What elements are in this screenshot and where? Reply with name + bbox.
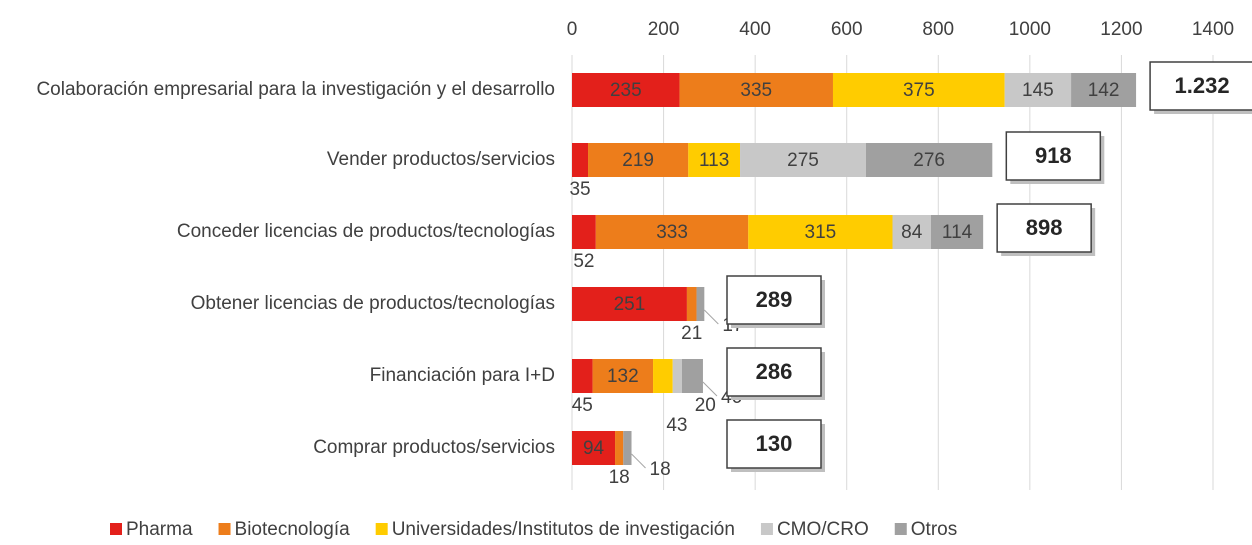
legend-swatch <box>760 523 773 535</box>
data-label: 375 <box>903 80 935 101</box>
data-label: 113 <box>699 150 729 171</box>
leader-line <box>703 309 719 325</box>
total-label: 289 <box>756 287 793 312</box>
x-tick-label: 1400 <box>1192 19 1234 40</box>
data-label: 145 <box>1022 80 1054 101</box>
total-box <box>996 203 1092 253</box>
data-label: 43 <box>666 415 687 436</box>
category-label: Colaboración empresarial para la investi… <box>36 79 555 100</box>
data-label: 20 <box>695 395 716 416</box>
total-box <box>726 275 822 325</box>
category-label: Vender productos/servicios <box>326 149 555 170</box>
bar-segment <box>615 431 624 465</box>
data-label: 275 <box>787 150 819 171</box>
total-label: 918 <box>1035 143 1072 168</box>
data-label: 219 <box>622 150 654 171</box>
data-label: 315 <box>805 222 837 243</box>
data-label: 333 <box>656 222 688 243</box>
data-label: 18 <box>609 467 630 488</box>
legend-label: Pharma <box>126 519 193 540</box>
x-tick-label: 1200 <box>1100 19 1142 40</box>
data-label: 114 <box>942 222 973 243</box>
legend-label: CMO/CRO <box>777 519 869 540</box>
legend-swatch <box>375 523 388 535</box>
bar-segment <box>595 215 749 249</box>
bar-segment <box>653 359 673 393</box>
bar-segment <box>572 431 616 465</box>
bar-segment <box>672 359 682 393</box>
x-tick-label: 1000 <box>1009 19 1051 40</box>
bar-segment <box>865 143 993 177</box>
legend-swatch <box>894 523 907 535</box>
bar-segment <box>740 143 866 177</box>
bar-segment <box>588 143 689 177</box>
bar-segment <box>623 431 632 465</box>
legend-label: Universidades/Institutos de investigació… <box>392 519 735 540</box>
total-box <box>1149 61 1252 111</box>
x-tick-label: 800 <box>922 19 954 40</box>
total-label: 1.232 <box>1175 73 1230 98</box>
data-label: 35 <box>569 179 590 200</box>
total-label: 130 <box>756 431 793 456</box>
total-box <box>726 419 822 469</box>
data-label: 45 <box>572 395 593 416</box>
leader-line <box>631 453 646 469</box>
total-label: 898 <box>1026 215 1063 240</box>
data-label: 335 <box>740 80 772 101</box>
x-tick-label: 200 <box>648 19 680 40</box>
category-label: Financiación para I+D <box>369 365 555 386</box>
bar-segment <box>832 73 1005 107</box>
x-tick-label: 600 <box>831 19 863 40</box>
bar-segment <box>572 215 596 249</box>
total-label: 286 <box>756 359 793 384</box>
data-label: 276 <box>913 150 945 171</box>
data-label: 235 <box>610 80 642 101</box>
legend-swatch <box>218 523 231 535</box>
legend-label: Biotecnología <box>235 519 351 540</box>
bar-segment <box>1071 73 1137 107</box>
data-label: 21 <box>681 323 702 344</box>
bar-segment <box>1004 73 1072 107</box>
data-label: 52 <box>573 251 594 272</box>
bar-segment <box>679 73 833 107</box>
bar-segment <box>696 287 705 321</box>
total-box <box>1005 131 1102 181</box>
data-label: 18 <box>650 459 671 480</box>
bar-segment <box>592 359 654 393</box>
bar-segment <box>892 215 931 249</box>
leader-line <box>702 381 718 397</box>
bar-segment <box>686 287 697 321</box>
category-label: Conceder licencias de productos/tecnolog… <box>176 221 555 242</box>
total-box <box>726 347 822 397</box>
x-tick-label: 400 <box>739 19 771 40</box>
bar-segment <box>572 73 680 107</box>
data-label: 94 <box>583 438 605 459</box>
data-label: 132 <box>607 366 639 387</box>
data-label: 84 <box>901 222 923 243</box>
legend-swatch <box>110 523 122 535</box>
category-label: Obtener licencias de productos/tecnologí… <box>190 293 555 314</box>
bar-segment <box>930 215 984 249</box>
category-label: Comprar productos/servicios <box>313 437 555 458</box>
x-tick-label: 0 <box>567 19 578 40</box>
data-label: 251 <box>614 294 646 315</box>
bar-segment <box>572 143 589 177</box>
legend-label: Otros <box>911 519 957 540</box>
data-label: 142 <box>1088 80 1120 101</box>
bar-segment <box>688 143 741 177</box>
bar-segment <box>681 359 703 393</box>
bar-segment <box>572 287 687 321</box>
bar-segment <box>572 359 593 393</box>
bar-segment <box>748 215 893 249</box>
